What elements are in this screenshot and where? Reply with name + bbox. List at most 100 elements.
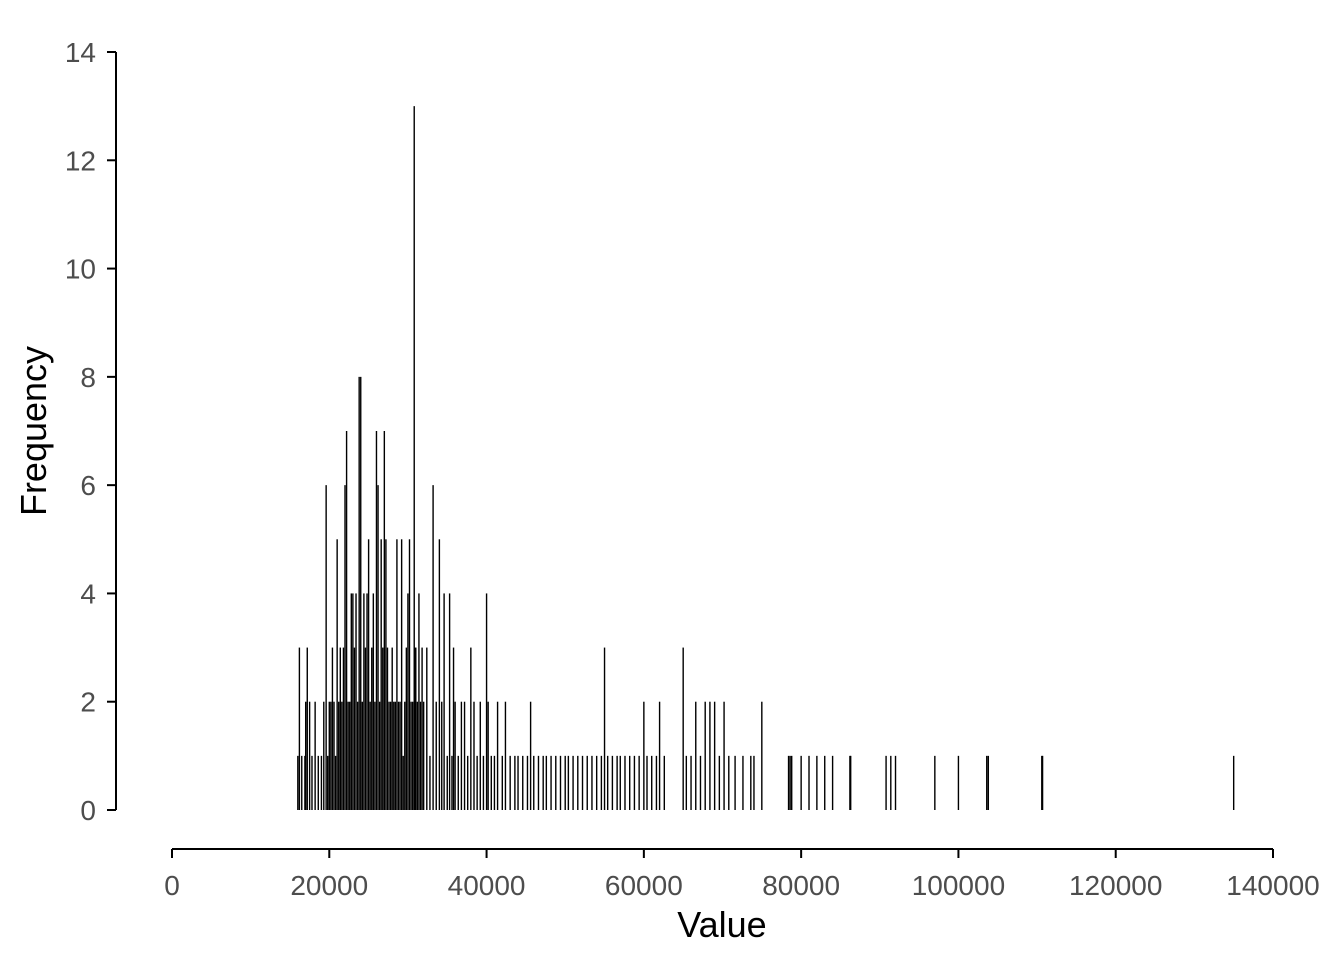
histogram-bar: [522, 755, 524, 810]
histogram-bar: [446, 755, 448, 810]
histogram-bar: [298, 647, 301, 810]
histogram-bar: [396, 539, 398, 810]
histogram-bar: [422, 701, 425, 810]
histogram-bar: [304, 755, 306, 810]
x-tick-label: 140000: [1226, 870, 1319, 901]
histogram-bar: [394, 701, 397, 810]
histogram-bar: [685, 755, 688, 810]
histogram-bar: [986, 755, 988, 810]
histogram-bar: [824, 755, 826, 810]
histogram-bar: [723, 701, 725, 810]
histogram-bar: [402, 755, 404, 810]
histogram-bar: [849, 755, 851, 810]
histogram-bar: [750, 755, 752, 810]
histogram-bar: [297, 755, 299, 810]
histogram-bar: [633, 755, 636, 810]
histogram-bar: [383, 431, 386, 810]
histogram-bar: [399, 701, 401, 810]
bars-group: [297, 106, 1235, 810]
histogram-bar: [651, 755, 653, 810]
histogram-bar: [643, 701, 645, 810]
histogram-bar: [327, 755, 329, 810]
histogram-bar: [432, 485, 434, 810]
histogram-bar: [413, 106, 415, 810]
histogram-bar: [435, 701, 437, 810]
histogram-bar: [438, 539, 441, 810]
histogram-bar: [479, 701, 481, 810]
histogram-bar: [482, 755, 485, 810]
histogram-bar: [389, 701, 392, 810]
histogram-bar: [369, 701, 371, 810]
histogram-bar: [493, 755, 496, 810]
histogram-bar: [816, 755, 818, 810]
histogram-bar: [397, 701, 400, 810]
x-tick-label: 0: [164, 870, 180, 901]
histogram-bar: [345, 431, 348, 810]
histogram-bar: [800, 755, 802, 810]
histogram-bar: [581, 755, 584, 810]
histogram-bar: [831, 755, 834, 810]
histogram-bar: [460, 701, 463, 810]
histogram-bar: [347, 701, 349, 810]
histogram-bar: [451, 755, 453, 810]
x-tick-label: 100000: [912, 870, 1005, 901]
histogram-bar: [378, 701, 381, 810]
histogram-bar: [753, 755, 755, 810]
histogram-bar: [304, 701, 307, 810]
histogram-bar: [789, 755, 791, 810]
histogram-bar: [419, 701, 422, 810]
histogram-bar: [454, 701, 456, 810]
histogram-bar: [595, 755, 598, 810]
histogram-bar: [356, 701, 359, 810]
histogram-bar: [934, 755, 936, 810]
histogram-bar: [542, 755, 544, 810]
histogram-bar: [537, 755, 540, 810]
y-tick-label: 12: [65, 145, 96, 176]
histogram-bar: [695, 701, 697, 810]
histogram-bar: [386, 647, 389, 810]
histogram-bar: [545, 755, 548, 810]
histogram-bar: [405, 647, 408, 810]
histogram-bar: [371, 647, 373, 810]
histogram-bar: [1232, 755, 1235, 810]
y-tick-label: 0: [80, 795, 96, 826]
histogram-bar: [338, 701, 340, 810]
histogram-bar: [849, 755, 852, 810]
histogram-bar: [331, 647, 334, 810]
x-axis-ticks: 0 20000 40000 60000 80000 100000 120000 140000: [164, 849, 1320, 901]
histogram-bar: [353, 647, 356, 810]
histogram-bar: [606, 755, 609, 810]
histogram-bar: [787, 755, 790, 810]
histogram-bar: [306, 647, 308, 810]
histogram-bar: [400, 539, 403, 810]
histogram-bar: [728, 755, 730, 810]
histogram-bar: [658, 701, 661, 810]
histogram-bar: [485, 593, 488, 810]
histogram-bar: [734, 755, 736, 810]
histogram-bar: [408, 539, 411, 810]
histogram-bar: [317, 755, 319, 810]
histogram-bar: [366, 593, 368, 810]
histogram-bar: [320, 755, 323, 810]
histogram-bar: [564, 755, 566, 810]
histogram-bar: [426, 647, 428, 810]
histogram-bar: [336, 539, 338, 810]
y-axis-ticks: 0 2 4 6 8 10 12 14: [65, 37, 116, 826]
histogram-bar: [624, 755, 626, 810]
histogram-bar: [742, 755, 744, 810]
y-tick-label: 8: [80, 362, 96, 393]
histogram-bar: [355, 593, 357, 810]
histogram-bar: [404, 701, 406, 810]
histogram-bar: [567, 755, 570, 810]
histogram-bar: [894, 755, 897, 810]
histogram-bar: [572, 755, 574, 810]
x-tick-label: 80000: [762, 870, 840, 901]
histogram-bar: [591, 755, 593, 810]
histogram-bar: [629, 755, 631, 810]
histogram-bar: [1041, 755, 1044, 810]
histogram-bar: [374, 701, 376, 810]
x-tick-label: 60000: [605, 870, 683, 901]
histogram-bar: [646, 755, 648, 810]
histogram-bar: [375, 431, 378, 810]
